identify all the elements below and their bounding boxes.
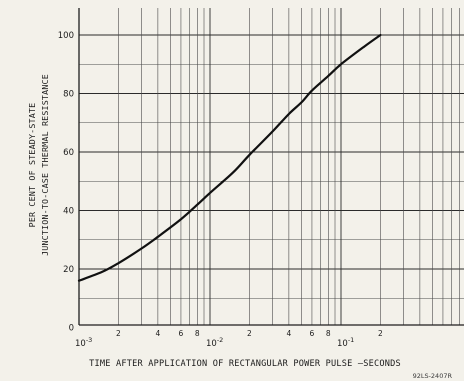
x-tick-exponent: -3 xyxy=(86,336,92,344)
x-tick-label: 6 xyxy=(179,329,184,338)
y-axis-label-line-2: JUNCTION-TO-CASE THERMAL RESISTANCE xyxy=(40,74,50,256)
x-tick-exponent: -2 xyxy=(217,336,223,344)
data-point xyxy=(196,203,198,205)
data-point xyxy=(311,89,313,91)
data-point xyxy=(232,171,234,173)
x-tick-label-decade: 10-2 xyxy=(206,336,223,349)
y-tick-label: 20 xyxy=(63,265,74,275)
data-point xyxy=(248,154,250,156)
x-tick-base: 10 xyxy=(206,339,217,349)
y-tick-label: 80 xyxy=(63,90,74,100)
data-point xyxy=(140,247,142,249)
y-tick-label: 40 xyxy=(63,207,74,217)
x-tick-label-decade: 10-3 xyxy=(75,336,92,349)
y-axis-label-line-1: PER CENT OF STEADY-STATE xyxy=(27,103,37,228)
y-tick-labels: 0 20 40 60 80 100 xyxy=(58,31,74,334)
x-tick-label: 6 xyxy=(310,329,315,338)
x-tick-label: 2 xyxy=(116,329,121,338)
x-tick-label: 2 xyxy=(247,329,252,338)
data-point xyxy=(209,192,211,194)
y-tick-label: 0 xyxy=(69,324,74,334)
x-tick-label: 4 xyxy=(286,329,291,338)
x-tick-base: 10 xyxy=(337,339,348,349)
data-point xyxy=(271,130,273,132)
data-point xyxy=(288,113,290,115)
data-point xyxy=(340,63,342,65)
grid xyxy=(78,8,464,326)
y-tick-label: 100 xyxy=(58,31,74,41)
y-tick-label: 60 xyxy=(63,148,74,158)
data-point xyxy=(157,236,159,238)
data-point xyxy=(327,75,329,77)
data-point xyxy=(379,34,381,36)
x-tick-exponent: -1 xyxy=(348,336,354,344)
series xyxy=(77,33,382,282)
x-tick-label: 2 xyxy=(378,329,383,338)
x-tick-base: 10 xyxy=(75,339,86,349)
x-tick-label: 8 xyxy=(195,329,200,338)
x-tick-label-decade: 10-1 xyxy=(337,336,354,349)
figure-id: 92LS-2407R xyxy=(413,372,453,380)
series-line xyxy=(77,33,382,282)
x-tick-label: 8 xyxy=(326,329,331,338)
data-point xyxy=(117,262,119,264)
data-point xyxy=(101,271,103,273)
x-tick-labels: 10-32 4 6 810-22 4 6 810-12 xyxy=(75,329,383,349)
data-point xyxy=(300,101,302,103)
x-tick-label: 4 xyxy=(155,329,160,338)
data-point xyxy=(363,46,365,48)
x-axis-label: TIME AFTER APPLICATION OF RECTANGULAR PO… xyxy=(89,359,401,369)
data-point xyxy=(180,218,182,220)
data-point xyxy=(78,280,80,282)
